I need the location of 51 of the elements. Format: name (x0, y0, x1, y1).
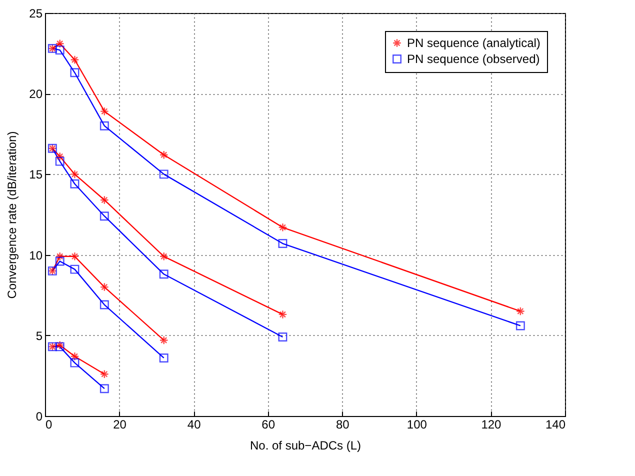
point (70, 179, 80, 188)
point (159, 353, 168, 362)
point (159, 336, 168, 345)
point (55, 152, 64, 161)
point (100, 282, 109, 292)
point (70, 68, 80, 78)
x-tick-label: 100 (406, 418, 428, 432)
y-tick-label: 20 (29, 87, 43, 102)
point (278, 310, 288, 319)
x-tick-label: 80 (336, 418, 350, 432)
y-axis-title: Convergence rate (dB/iteration) (5, 131, 20, 299)
point (70, 170, 80, 179)
y-tick-label: 10 (29, 248, 43, 262)
point (55, 252, 64, 261)
point (70, 352, 80, 361)
point (55, 46, 64, 55)
point (70, 264, 80, 274)
point (70, 252, 80, 261)
x-axis-title: No. of sub−ADCs (L) (250, 438, 362, 452)
point (100, 212, 109, 221)
point (100, 370, 109, 379)
x-tick-label: 40 (187, 418, 202, 432)
point (100, 300, 109, 310)
point (516, 306, 525, 316)
point (159, 270, 168, 279)
point (100, 121, 109, 130)
point (516, 321, 525, 330)
x-tick-label: 0 (46, 418, 52, 432)
x-tick-label: 20 (113, 418, 127, 432)
y-tick-label: 15 (29, 168, 43, 182)
x-tick-label: 60 (262, 418, 276, 432)
point (55, 39, 64, 48)
point (100, 384, 109, 394)
legend-label: PN sequence (observed) (407, 52, 540, 66)
point (55, 256, 64, 266)
point (159, 150, 168, 160)
point (100, 196, 109, 204)
y-tick-label: 25 (29, 6, 43, 20)
point (100, 106, 109, 116)
point (278, 332, 288, 342)
point (159, 252, 168, 261)
point (278, 222, 288, 232)
x-tick-label: 140 (545, 418, 566, 432)
y-tick-label: 5 (36, 328, 43, 343)
point (70, 55, 80, 64)
point (55, 156, 64, 166)
x-tick-label: 120 (481, 418, 502, 432)
point (278, 239, 288, 248)
point (70, 358, 80, 368)
legend-label: PN sequence (analytical) (407, 36, 540, 50)
point (159, 170, 168, 179)
